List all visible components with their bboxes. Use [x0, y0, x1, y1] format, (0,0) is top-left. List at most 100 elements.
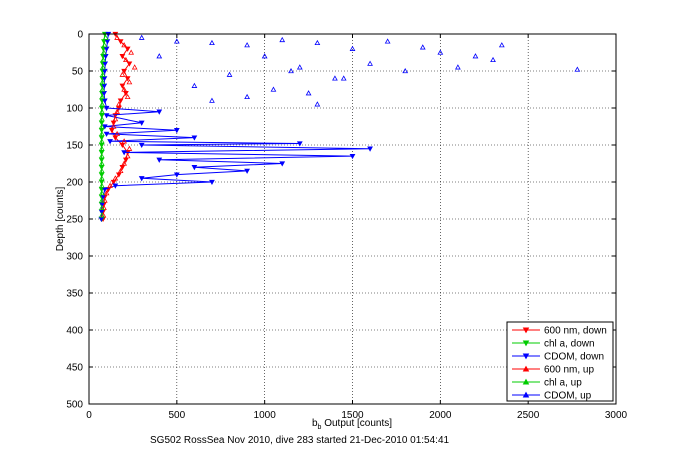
x-tick-label: 2000 [429, 410, 452, 421]
legend-label: chl a, up [544, 378, 582, 389]
data-point [305, 90, 312, 96]
x-tick-label: 3000 [605, 410, 628, 421]
data-point [121, 68, 128, 75]
data-point [191, 165, 198, 171]
data-point [123, 56, 129, 63]
data-point [209, 39, 215, 46]
data-point [114, 34, 120, 40]
data-point [103, 105, 110, 112]
figure-caption: SG502 RossSea Nov 2010, dive 283 started… [150, 435, 450, 446]
data-point [119, 83, 126, 89]
data-point [349, 45, 356, 51]
data-point [119, 71, 126, 77]
data-point [115, 101, 122, 107]
data-point [99, 71, 106, 77]
data-point [340, 75, 347, 81]
y-tick-label: 200 [66, 178, 83, 189]
legend-label: 600 nm, up [544, 365, 594, 376]
data-point [455, 64, 461, 70]
data-point [209, 179, 215, 186]
data-point [103, 131, 110, 137]
data-point [173, 128, 180, 134]
y-tick-label: 300 [66, 252, 83, 263]
data-point [98, 197, 105, 203]
x-axis-label: bb Output [counts] [312, 418, 392, 431]
data-point [138, 176, 145, 182]
axis-ticks: 0 500 1000 1500 2000 2500 30000501001502002503… [66, 30, 627, 422]
data-point [367, 60, 373, 66]
data-point [107, 182, 113, 188]
data-point [126, 79, 133, 85]
data-point [98, 212, 105, 218]
data-point [98, 123, 105, 129]
data-point [126, 61, 133, 67]
x-tick-label: 1500 [341, 410, 364, 421]
data-point [384, 38, 391, 44]
y-tick-label: 450 [66, 363, 83, 374]
legend: 600 nm, down chl a, down CDOM, down 600 nm,… [506, 321, 614, 402]
y-axis-label: Depth [counts] [55, 187, 66, 252]
data-point [103, 190, 110, 196]
x-tick-label: 500 [168, 410, 185, 421]
data-point [270, 86, 277, 92]
data-point [101, 42, 108, 48]
data-point [279, 161, 286, 167]
data-point [98, 160, 105, 166]
y-tick-label: 250 [66, 215, 83, 226]
data-point [419, 44, 426, 50]
data-point [124, 93, 131, 100]
data-point [100, 56, 107, 63]
data-point [99, 101, 106, 107]
data-point [244, 93, 250, 100]
data-point [156, 157, 163, 163]
data-point [98, 182, 105, 188]
data-point [226, 71, 233, 77]
data-point [279, 36, 286, 43]
legend-entry: CDOM, down [512, 352, 604, 363]
data-point [296, 141, 303, 147]
y-tick-label: 150 [66, 141, 83, 152]
data-point [367, 146, 373, 152]
data-point [128, 49, 135, 55]
data-point [349, 153, 356, 160]
series-4 [98, 34, 109, 218]
data-point [119, 54, 126, 60]
data-point [191, 135, 198, 141]
data-point [99, 93, 106, 100]
data-point [498, 42, 505, 48]
data-point [156, 109, 163, 115]
x-tick-label: 1000 [254, 410, 277, 421]
series-layer [98, 31, 581, 223]
legend-box [506, 321, 614, 402]
x-axis-label-main: b [312, 418, 318, 429]
data-point [138, 120, 145, 126]
legend-entry: 600 nm, up [512, 365, 594, 376]
data-point [101, 187, 108, 193]
data-point [101, 197, 108, 203]
data-point [117, 39, 124, 45]
data-point [472, 53, 479, 59]
data-point [98, 167, 105, 174]
data-point [244, 168, 250, 174]
data-point [314, 101, 321, 107]
data-point [98, 190, 105, 196]
data-point [124, 153, 131, 159]
legend-marker [522, 365, 530, 372]
data-point [99, 64, 106, 70]
data-point [112, 116, 119, 122]
data-point [107, 139, 113, 145]
x-tick-label: 0 [86, 410, 92, 421]
data-point [173, 38, 180, 44]
legend-marker [522, 353, 530, 360]
data-point [490, 56, 496, 63]
data-point [138, 34, 145, 40]
data-point [126, 145, 133, 151]
data-point [288, 67, 294, 74]
legend-entry: CDOM, up [512, 391, 592, 402]
data-point [437, 49, 444, 55]
data-point [99, 116, 105, 122]
data-point [138, 142, 145, 149]
legend-label: 600 nm, down [544, 326, 607, 337]
data-point [332, 75, 338, 81]
data-point [110, 123, 117, 129]
